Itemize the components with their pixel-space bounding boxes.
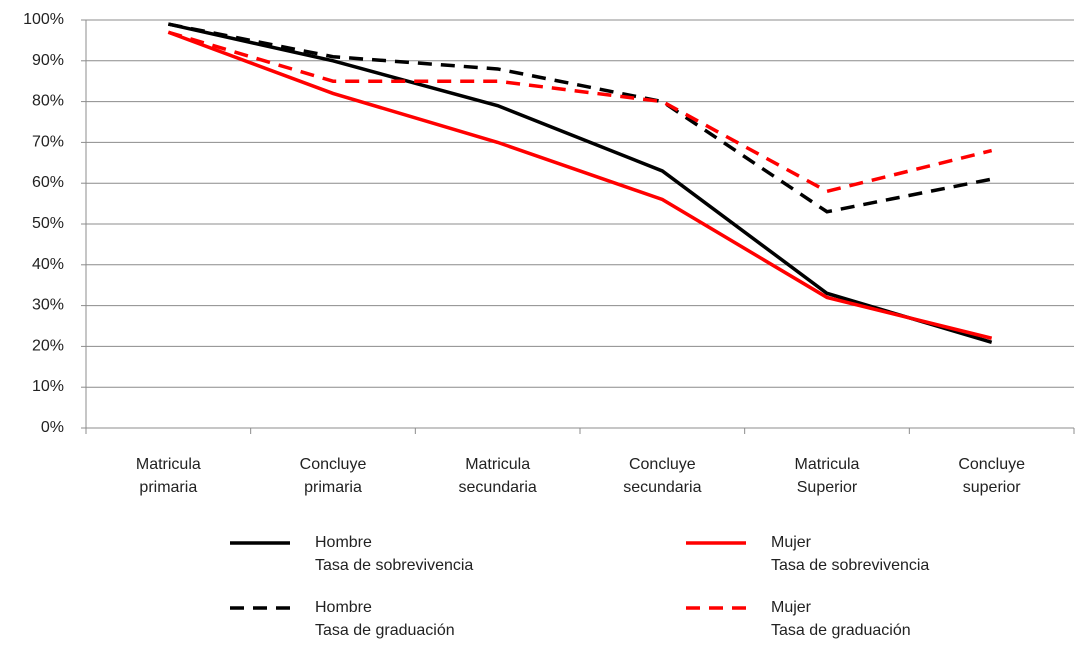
legend-label: Hombre Tasa de sobrevivencia [315, 534, 473, 574]
x-tick-label: Concluye secundaria [623, 456, 701, 496]
y-tick-label: 70% [32, 134, 64, 151]
line [167, 22, 993, 344]
line [167, 30, 993, 194]
y-tick-label: 0% [41, 419, 64, 436]
y-tick-label: 40% [32, 256, 64, 273]
line [167, 22, 993, 214]
x-tick-label: Concluye primaria [300, 456, 367, 496]
x-tick-label: Matricula Superior [795, 456, 860, 496]
y-tick-label: 80% [32, 93, 64, 110]
y-tick-label: 10% [32, 378, 64, 395]
y-tick-label: 90% [32, 52, 64, 69]
y-tick-label: 20% [32, 338, 64, 355]
x-tick-label: Matricula secundaria [459, 456, 537, 496]
x-tick-label: Matricula primaria [136, 456, 201, 496]
y-tick-label: 30% [32, 297, 64, 314]
legend-label: Mujer Tasa de sobrevivencia [771, 534, 929, 574]
y-tick-label: 50% [32, 215, 64, 232]
legend-label: Mujer Tasa de graduación [771, 599, 911, 639]
y-tick-label: 100% [23, 11, 64, 28]
legend-label: Hombre Tasa de graduación [315, 599, 455, 639]
x-tick-label: Concluye superior [958, 456, 1025, 496]
y-tick-label: 60% [32, 174, 64, 191]
line [167, 30, 993, 340]
